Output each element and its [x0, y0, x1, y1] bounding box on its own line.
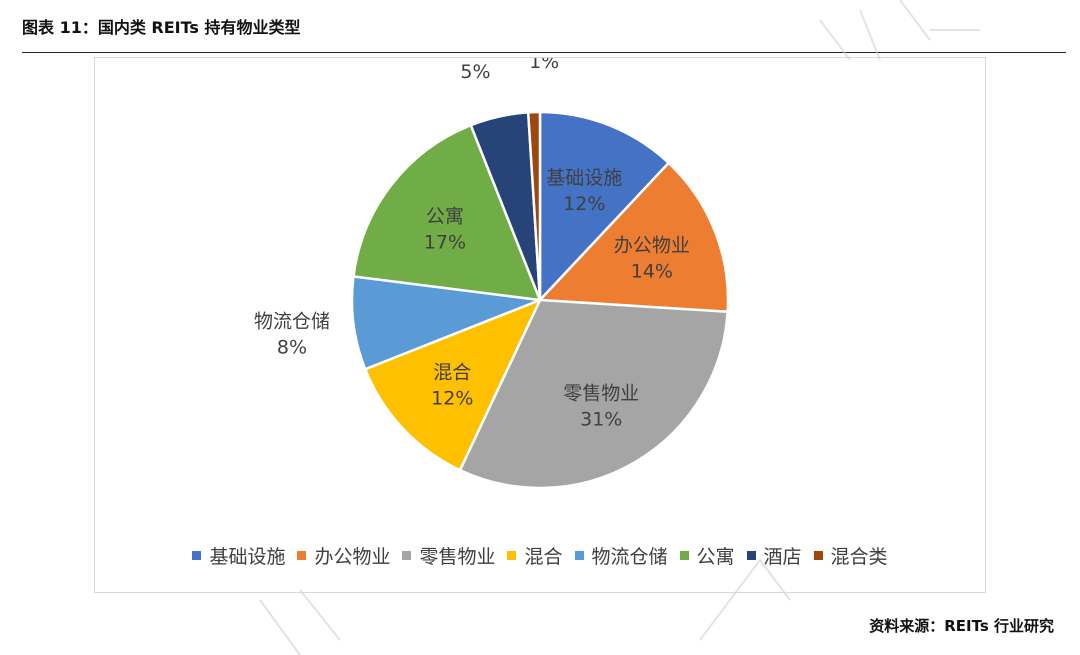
legend-item-2: 办公物业 [297, 542, 390, 569]
pie-slice-1 [538, 110, 671, 304]
legend-swatch [813, 551, 823, 560]
legend-swatch [297, 551, 307, 560]
legend-item-7: 酒店 [746, 542, 802, 569]
source-note: 资料来源：REITs 行业研究 [869, 617, 1054, 635]
pie-slice-3 [458, 298, 729, 490]
slice-label-1: 基础设施 12% [546, 167, 622, 215]
slice-label-4: 混合 12% [431, 361, 473, 409]
legend-swatch [679, 551, 689, 560]
slice-label-5: 物流仓储 8% [254, 310, 330, 358]
figure-title: 图表 11：国内类 REITs 持有物业类型 [22, 18, 301, 37]
legend-item-1: 基础设施 [192, 542, 285, 569]
legend-swatch [192, 551, 202, 560]
title-divider [22, 52, 1066, 53]
slice-label-2: 办公物业 14% [614, 235, 690, 283]
legend-label: 公寓 [696, 546, 735, 568]
pie-slices [350, 110, 730, 490]
legend-item-3: 零售物业 [402, 542, 495, 569]
legend-label: 混合类 [830, 546, 888, 568]
legend-item-4: 混合 [507, 542, 563, 569]
legend-label: 基础设施 [209, 546, 286, 568]
legend-swatch [402, 551, 412, 560]
legend-label: 办公物业 [314, 546, 391, 568]
legend-item-8: 混合类 [813, 542, 888, 569]
legend-item-5: 物流仓储 [574, 542, 668, 569]
legend-label: 混合 [524, 546, 563, 568]
slice-label-8: 混合类1% [516, 58, 573, 73]
legend-label: 物流仓储 [591, 546, 668, 568]
chart-legend: 基础设施 办公物业 零售物业 混合 物流仓储 公寓 酒店 混合类 [95, 542, 985, 569]
legend-swatch [746, 551, 756, 560]
pie-slice-8 [526, 110, 542, 301]
slice-label-3: 零售物业 31% [563, 383, 639, 431]
slice-label-7: 酒店5% [456, 58, 494, 83]
pie-slice-5 [350, 275, 541, 371]
legend-swatch [574, 551, 584, 560]
legend-item-6: 公寓 [679, 542, 735, 569]
legend-label: 零售物业 [419, 546, 496, 568]
legend-swatch [507, 551, 517, 560]
legend-label: 酒店 [763, 546, 802, 568]
slice-label-6: 公寓 17% [424, 205, 466, 253]
pie-slice-6 [352, 123, 542, 302]
pie-slice-2 [537, 161, 730, 314]
pie-slice-4 [363, 297, 543, 472]
